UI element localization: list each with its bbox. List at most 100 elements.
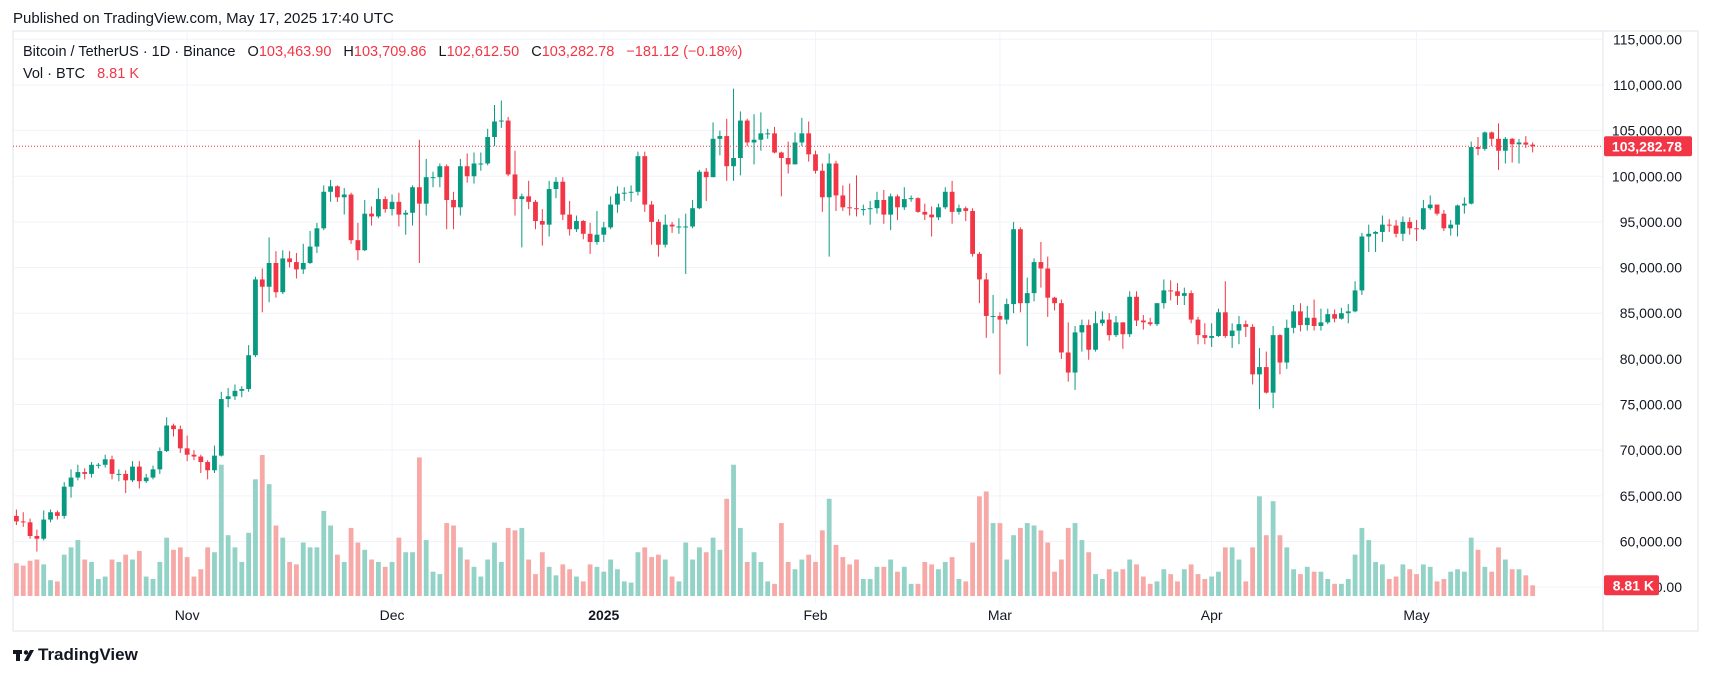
volume-bar — [1345, 578, 1351, 596]
volume-bar — [1031, 525, 1037, 596]
volume-bar — [881, 566, 887, 596]
volume-bar — [1407, 569, 1413, 596]
candle-body — [68, 477, 74, 487]
candle-body — [1270, 335, 1276, 393]
volume-bar — [1079, 540, 1085, 596]
candle-body — [1311, 317, 1317, 326]
candle-body — [492, 121, 497, 138]
candle-body — [389, 201, 395, 210]
volume-bar — [1188, 564, 1194, 596]
candle-body — [1175, 291, 1180, 296]
candle-body — [1509, 138, 1515, 145]
candle-body — [915, 198, 921, 212]
volume-bar — [1024, 523, 1030, 596]
volume-bar — [423, 540, 429, 596]
volume-bar — [526, 559, 532, 596]
candle-body — [1475, 147, 1481, 149]
candle-body — [567, 214, 573, 230]
volume-bar — [867, 578, 873, 596]
volume-bar — [1222, 547, 1228, 596]
volume-bar — [1154, 581, 1160, 596]
candle-body — [1216, 312, 1221, 337]
y-tick-label: 105,000.00 — [1612, 123, 1682, 139]
volume-bar — [1427, 566, 1433, 596]
candle-body — [54, 512, 60, 516]
volume-bar — [1011, 535, 1016, 596]
volume-bar — [348, 527, 354, 596]
volume-bar — [840, 557, 846, 596]
volume-bar — [61, 554, 67, 596]
y-tick-label: 65,000.00 — [1620, 488, 1682, 504]
volume-bar — [574, 576, 579, 596]
volume-bar — [806, 554, 812, 596]
candle-body — [724, 136, 730, 167]
candle-body — [369, 213, 374, 217]
volume-bar — [471, 566, 477, 596]
volume-bar — [1325, 578, 1331, 596]
candle-body — [444, 166, 450, 200]
volume-layer — [14, 455, 1536, 596]
open-value: 103,463.90 — [258, 44, 332, 60]
y-tick-label: 110,000.00 — [1613, 77, 1682, 93]
volume-bar — [1106, 569, 1112, 596]
volume-bar — [20, 565, 26, 596]
volume-bar — [389, 561, 395, 596]
candle-body — [744, 120, 750, 143]
candle-body — [867, 208, 873, 210]
volume-bar — [826, 498, 832, 596]
candle-body — [1058, 303, 1064, 353]
candle-body — [1209, 336, 1215, 338]
volume-bar — [287, 561, 292, 596]
candle-body — [778, 152, 784, 158]
volume-bar — [799, 559, 805, 596]
volume-bar — [546, 566, 552, 596]
volume-bar — [1175, 581, 1180, 596]
candle-body — [1093, 323, 1098, 350]
candle-body — [553, 181, 559, 190]
volume-bar — [464, 559, 470, 596]
candle-body — [956, 208, 962, 212]
candle-body — [840, 195, 846, 208]
volume-bar — [785, 561, 791, 596]
candle-body — [1250, 326, 1256, 375]
candle-body — [990, 315, 996, 317]
volume-bar — [273, 525, 279, 596]
candle-body — [1339, 313, 1344, 319]
candle-body — [1052, 297, 1057, 304]
candle-body — [737, 120, 743, 158]
candle-body — [1373, 231, 1378, 234]
y-tick-label: 90,000.00 — [1620, 260, 1682, 276]
high-label: H — [343, 44, 354, 60]
volume-bar — [1093, 574, 1098, 596]
candle-body — [259, 279, 265, 287]
candle-body — [328, 186, 333, 192]
volume-bar — [1045, 542, 1051, 596]
candle-body — [321, 191, 327, 229]
volume-bar — [41, 564, 47, 596]
candle-body — [218, 399, 224, 456]
candle-body — [1004, 304, 1010, 320]
volume-bar — [89, 561, 94, 596]
candle-body — [949, 191, 955, 212]
volume-bar — [683, 542, 689, 596]
volume-bar — [232, 547, 238, 596]
volume-bar — [369, 559, 374, 596]
volume-bar — [212, 552, 217, 596]
candle-body — [656, 221, 661, 245]
volume-bar — [157, 561, 163, 596]
volume-bar — [1209, 576, 1215, 596]
volume-bar — [218, 464, 224, 596]
volume-bar — [54, 581, 60, 596]
volume-bar — [1250, 547, 1256, 596]
candle-body — [895, 196, 900, 208]
volume-bar — [697, 547, 702, 596]
candle-body — [1332, 314, 1337, 319]
candle-body — [635, 156, 641, 192]
candle-body — [1441, 213, 1447, 229]
candle-body — [1427, 204, 1433, 209]
volume-bar — [1461, 571, 1467, 596]
candle-body — [1277, 335, 1283, 363]
candle-body — [1229, 330, 1235, 337]
candle-body — [1038, 262, 1044, 269]
